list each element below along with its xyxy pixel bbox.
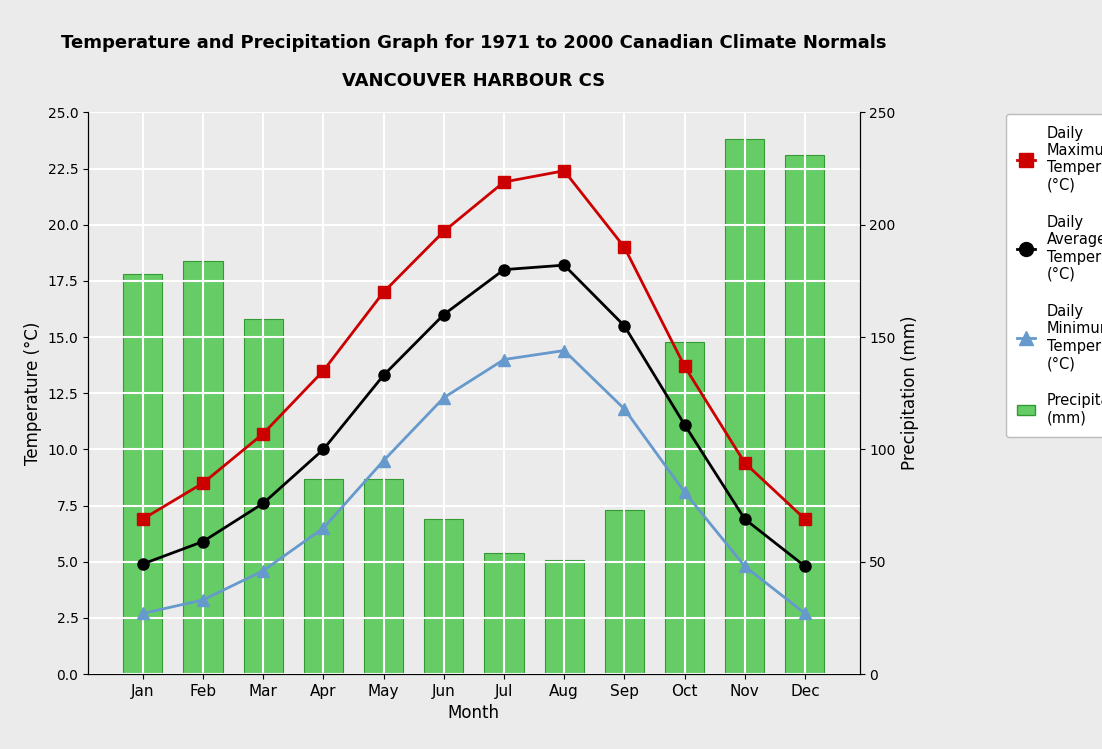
- Bar: [424, 519, 463, 674]
- X-axis label: Month: Month: [447, 704, 500, 722]
- Bar: [605, 510, 644, 674]
- Legend: Daily
Maximum
Temperature
(°C), Daily
Average
Temperature
(°C), Daily
Minimum
Te: Daily Maximum Temperature (°C), Daily Av…: [1006, 114, 1102, 437]
- Bar: [485, 553, 523, 674]
- Bar: [665, 342, 704, 674]
- Bar: [364, 479, 403, 674]
- Y-axis label: Precipitation (mm): Precipitation (mm): [901, 316, 919, 470]
- Text: VANCOUVER HARBOUR CS: VANCOUVER HARBOUR CS: [343, 72, 605, 90]
- Bar: [183, 261, 223, 674]
- Text: Temperature and Precipitation Graph for 1971 to 2000 Canadian Climate Normals: Temperature and Precipitation Graph for …: [61, 34, 887, 52]
- Bar: [725, 139, 765, 674]
- Bar: [544, 560, 584, 674]
- Bar: [304, 479, 343, 674]
- Bar: [123, 274, 162, 674]
- Bar: [786, 155, 824, 674]
- Y-axis label: Temperature (°C): Temperature (°C): [24, 321, 42, 465]
- Bar: [244, 319, 283, 674]
